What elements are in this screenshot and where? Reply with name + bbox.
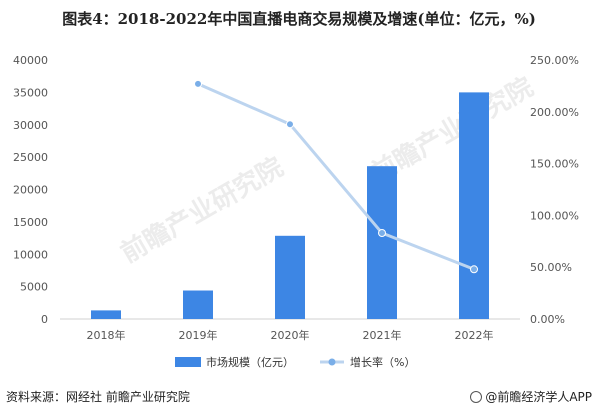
growth-point [470, 265, 478, 274]
x-tick-label: 2020年 [271, 328, 310, 342]
y-left-tick-label: 25000 [13, 151, 48, 164]
growth-point [286, 120, 294, 129]
y-left-tick-label: 0 [41, 313, 48, 326]
x-tick-label: 2021年 [363, 328, 402, 342]
legend-swatch-bar [175, 357, 201, 367]
brand-logo-icon [470, 391, 483, 403]
y-left-tick-label: 40000 [13, 54, 48, 67]
bar [367, 166, 397, 319]
brand-text: @前瞻经济学人APP [485, 390, 592, 404]
bar [275, 235, 305, 319]
growth-line [197, 82, 475, 271]
brand-label: @前瞻经济学人APP [470, 388, 592, 405]
x-tick-label: 2018年 [87, 328, 126, 342]
y-right-tick-label: 0.00% [530, 313, 565, 326]
y-left-tick-label: 10000 [13, 248, 48, 261]
y-left-tick-label: 30000 [13, 119, 48, 132]
bar [91, 310, 121, 319]
legend-label-bar: 市场规模（亿元） [206, 355, 294, 369]
legend-marker [328, 358, 336, 366]
y-right-tick-label: 250.00% [530, 54, 579, 67]
y-right-tick-label: 200.00% [530, 106, 579, 119]
growth-point [378, 229, 386, 238]
legend-label-line: 增长率（%） [350, 355, 415, 369]
growth-point [194, 79, 202, 88]
y-right-tick-label: 50.00% [530, 261, 572, 274]
y-left-tick-label: 5000 [20, 281, 48, 294]
source-note: 资料来源：网经社 前瞻产业研究院 [6, 390, 190, 404]
x-tick-label: 2019年 [179, 328, 218, 342]
y-left-tick-label: 20000 [13, 184, 48, 197]
bar [183, 290, 213, 319]
y-right-tick-label: 100.00% [530, 209, 579, 222]
y-left-tick-label: 35000 [13, 86, 48, 99]
x-tick-label: 2022年 [455, 328, 494, 342]
chart-title: 图表4：2018-2022年中国直播电商交易规模及增速(单位：亿元，%) [62, 10, 536, 28]
bar [459, 92, 489, 319]
y-right-tick-label: 150.00% [530, 158, 579, 171]
y-left-tick-label: 15000 [13, 216, 48, 229]
